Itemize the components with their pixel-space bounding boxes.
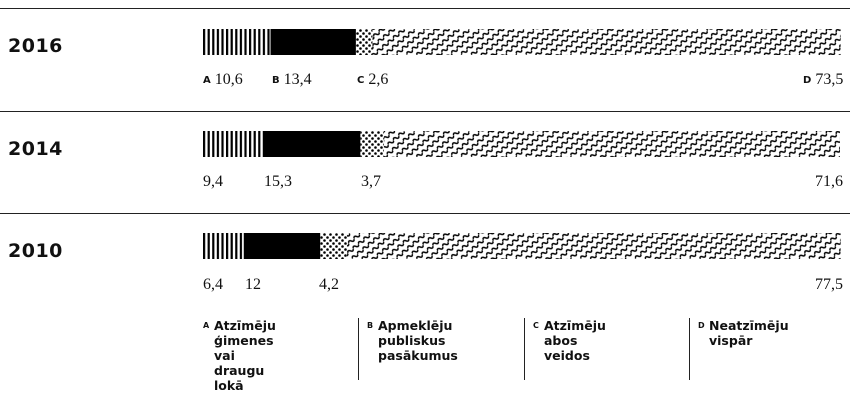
bar-segment-b bbox=[243, 233, 321, 259]
bar-segment-c bbox=[355, 29, 373, 55]
data-value: 13,4 bbox=[283, 71, 312, 88]
legend-label: abos veidos bbox=[544, 333, 590, 363]
data-value: 12 bbox=[245, 276, 261, 293]
legend-key: D bbox=[698, 321, 705, 330]
data-value: 73,5 bbox=[815, 71, 844, 88]
data-label-b: B 13,4 bbox=[272, 71, 312, 89]
year-label: 2010 bbox=[8, 240, 63, 262]
legend-separator bbox=[689, 318, 690, 380]
legend-key: A bbox=[203, 321, 210, 330]
data-label-c: 3,7 bbox=[361, 173, 381, 191]
legend-label: Neatzīmēju bbox=[709, 318, 789, 333]
bar-segment-a bbox=[203, 29, 271, 55]
legend-item-d: D Neatzīmēju vispār bbox=[698, 318, 789, 348]
bar-segment-c bbox=[360, 131, 384, 157]
series-key: B bbox=[272, 75, 280, 86]
data-label-d: 77,5 bbox=[815, 276, 843, 294]
data-value: 9,4 bbox=[203, 173, 223, 190]
bar-segment-c bbox=[320, 233, 347, 259]
legend-key: C bbox=[533, 321, 539, 330]
legend-label: Atzīmēju bbox=[544, 318, 606, 333]
legend-label: Apmeklēju bbox=[378, 318, 453, 333]
data-value: 10,6 bbox=[214, 71, 243, 88]
data-value: 77,5 bbox=[815, 276, 843, 293]
legend-item-a: A Atzīmēju ģimenes vai draugu lokā bbox=[203, 318, 294, 393]
legend-label: pasākumus bbox=[378, 348, 458, 363]
data-value: 6,4 bbox=[203, 276, 223, 293]
stacked-bar bbox=[203, 29, 841, 55]
legend-separator bbox=[358, 318, 359, 380]
legend-key: B bbox=[367, 321, 374, 330]
bar-segment-b bbox=[270, 29, 356, 55]
data-label-d: D 73,5 bbox=[803, 71, 843, 89]
bar-segment-d bbox=[383, 131, 840, 157]
legend-label: draugu lokā bbox=[214, 363, 265, 393]
bar-segment-d bbox=[372, 29, 841, 55]
data-value: 3,7 bbox=[361, 173, 381, 190]
legend-separator bbox=[524, 318, 525, 380]
legend-label: Atzīmēju bbox=[214, 318, 276, 333]
data-label-d: 71,6 bbox=[815, 173, 843, 191]
data-label-a: 6,4 bbox=[203, 276, 223, 294]
legend-label: vispār bbox=[709, 333, 753, 348]
stacked-bar bbox=[203, 131, 840, 157]
legend-label: publiskus bbox=[378, 333, 446, 348]
legend-label: ģimenes vai bbox=[214, 333, 274, 363]
bar-segment-b bbox=[262, 131, 361, 157]
series-key: D bbox=[803, 75, 812, 86]
data-value: 2,6 bbox=[368, 71, 389, 88]
series-key: A bbox=[203, 75, 211, 86]
legend-item-c: C Atzīmēju abos veidos bbox=[533, 318, 624, 363]
data-label-a: 9,4 bbox=[203, 173, 223, 191]
data-value: 15,3 bbox=[264, 173, 292, 190]
data-label-b: 15,3 bbox=[264, 173, 292, 191]
data-label-c: C 2,6 bbox=[357, 71, 388, 89]
bar-segment-a bbox=[203, 131, 263, 157]
bar-segment-a bbox=[203, 233, 244, 259]
stacked-bar bbox=[203, 233, 841, 259]
legend-item-b: B Apmeklēju publiskus pasākumus bbox=[367, 318, 458, 363]
data-label-b: 12 bbox=[245, 276, 261, 294]
bar-segment-d bbox=[346, 233, 841, 259]
data-value: 4,2 bbox=[319, 276, 339, 293]
year-label: 2014 bbox=[8, 138, 63, 160]
divider bbox=[0, 213, 850, 214]
series-key: C bbox=[357, 75, 365, 86]
divider bbox=[0, 111, 850, 112]
data-label-c: 4,2 bbox=[319, 276, 339, 294]
data-value: 71,6 bbox=[815, 173, 843, 190]
data-label-a: A 10,6 bbox=[203, 71, 243, 89]
year-label: 2016 bbox=[8, 35, 63, 57]
divider bbox=[0, 8, 850, 9]
